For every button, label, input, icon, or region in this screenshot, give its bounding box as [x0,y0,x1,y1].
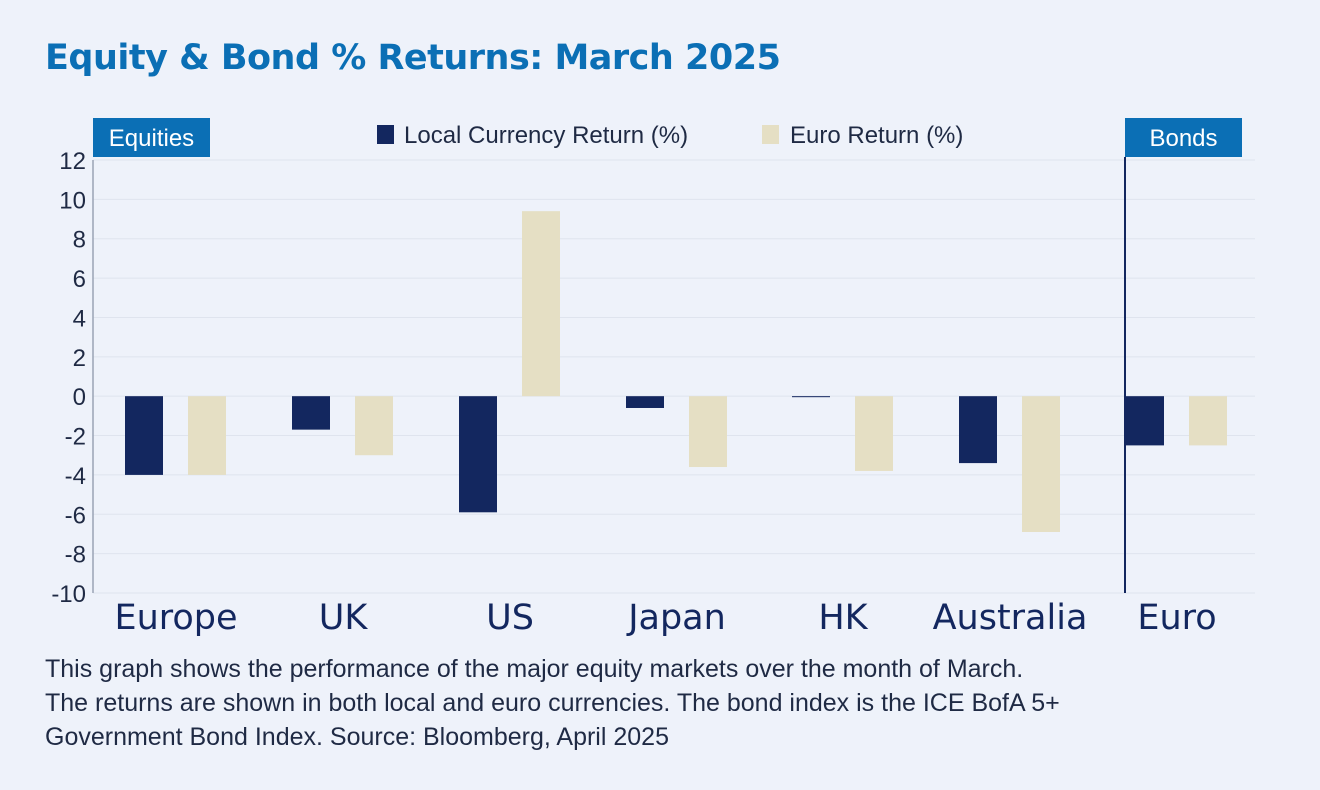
x-tick-label: Euro [1137,598,1216,638]
bar-local-japan [626,396,664,408]
x-tick-label: Australia [933,598,1088,638]
equities-section-label: Equities [109,125,194,152]
chart-caption: This graph shows the performance of the … [45,652,1285,754]
y-tick-label: -6 [65,502,86,529]
bar-local-hk [792,396,830,398]
bar-local-europe [125,396,163,475]
gridlines [93,159,1255,594]
bar-euro-us [522,211,560,397]
x-tick-label: US [486,598,534,638]
y-tick-label: -2 [65,424,86,451]
bar-local-us [459,396,497,513]
y-tick-label: 10 [59,187,86,214]
bonds-section-label: Bonds [1149,125,1217,152]
y-tick-label: -10 [51,581,86,608]
x-tick-label: Japan [626,598,726,638]
y-tick-label: 0 [73,384,86,411]
caption-line-2: The returns are shown in both local and … [45,689,1060,717]
legend-swatch-local [377,125,394,144]
bar-euro-euro [1189,396,1227,446]
y-tick-label: -4 [65,463,86,490]
bar-euro-japan [689,396,727,468]
y-tick-label: 8 [73,227,86,254]
axes: Equities Bonds [92,118,1242,593]
y-tick-label: 12 [59,148,86,175]
bar-local-uk [292,396,330,430]
bar-local-euro [1126,396,1164,446]
y-tick-label: 6 [73,266,86,293]
bonds-section-box [1125,118,1242,157]
legend: Local Currency Return (%) Euro Return (%) [377,122,963,149]
caption-line-1: This graph shows the performance of the … [45,655,1024,683]
axis-labels: 12 10 8 6 4 2 0 -2 -4 -6 -8 -10 Europe UK US Japan HK Aus… [51,148,1216,638]
y-tick-label: 2 [73,345,86,372]
x-tick-label: UK [319,598,369,638]
bar-euro-europe [188,396,226,475]
equities-section-box [93,118,210,157]
bar-chart: Equities Bonds 12 10 8 6 4 2 0 -2 -4 -6 -8 -10 Europe… [51,118,1255,638]
bar-euro-australia [1022,396,1060,532]
bars [125,211,1227,532]
legend-label-local: Local Currency Return (%) [404,122,688,149]
legend-swatch-euro [762,125,779,144]
bar-local-australia [959,396,997,464]
x-tick-label: Europe [114,598,237,638]
chart-title: Equity & Bond % Returns: March 2025 [45,38,781,78]
bar-euro-hk [855,396,893,471]
bar-euro-uk [355,396,393,456]
legend-label-euro: Euro Return (%) [790,122,963,149]
y-tick-label: -8 [65,542,86,569]
x-tick-label: HK [818,598,868,638]
y-tick-label: 4 [73,305,86,332]
caption-line-3: Government Bond Index. Source: Bloomberg… [45,723,669,751]
